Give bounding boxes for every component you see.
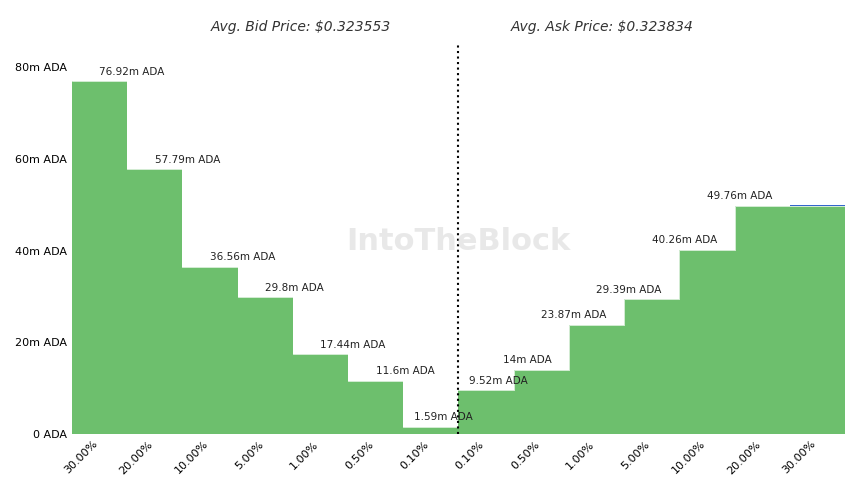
Text: 49.76m ADA: 49.76m ADA (707, 191, 772, 201)
Text: 14m ADA: 14m ADA (502, 355, 551, 365)
Text: 29.39m ADA: 29.39m ADA (597, 285, 662, 295)
Text: 76.92m ADA: 76.92m ADA (100, 67, 165, 77)
Text: Avg. Ask Price: $0.323834: Avg. Ask Price: $0.323834 (511, 20, 693, 34)
Text: 9.52m ADA: 9.52m ADA (470, 376, 528, 386)
Text: IntoTheBlock: IntoTheBlock (347, 227, 570, 256)
Text: 1.59m ADA: 1.59m ADA (415, 412, 473, 422)
Text: 29.8m ADA: 29.8m ADA (265, 283, 324, 293)
Text: 23.87m ADA: 23.87m ADA (541, 310, 606, 320)
Text: 40.26m ADA: 40.26m ADA (652, 235, 717, 245)
Text: 36.56m ADA: 36.56m ADA (210, 252, 275, 262)
Text: 11.6m ADA: 11.6m ADA (376, 366, 434, 376)
Text: Avg. Bid Price: $0.323553: Avg. Bid Price: $0.323553 (211, 20, 391, 34)
Text: 57.79m ADA: 57.79m ADA (155, 155, 220, 164)
Text: 17.44m ADA: 17.44m ADA (321, 340, 386, 350)
